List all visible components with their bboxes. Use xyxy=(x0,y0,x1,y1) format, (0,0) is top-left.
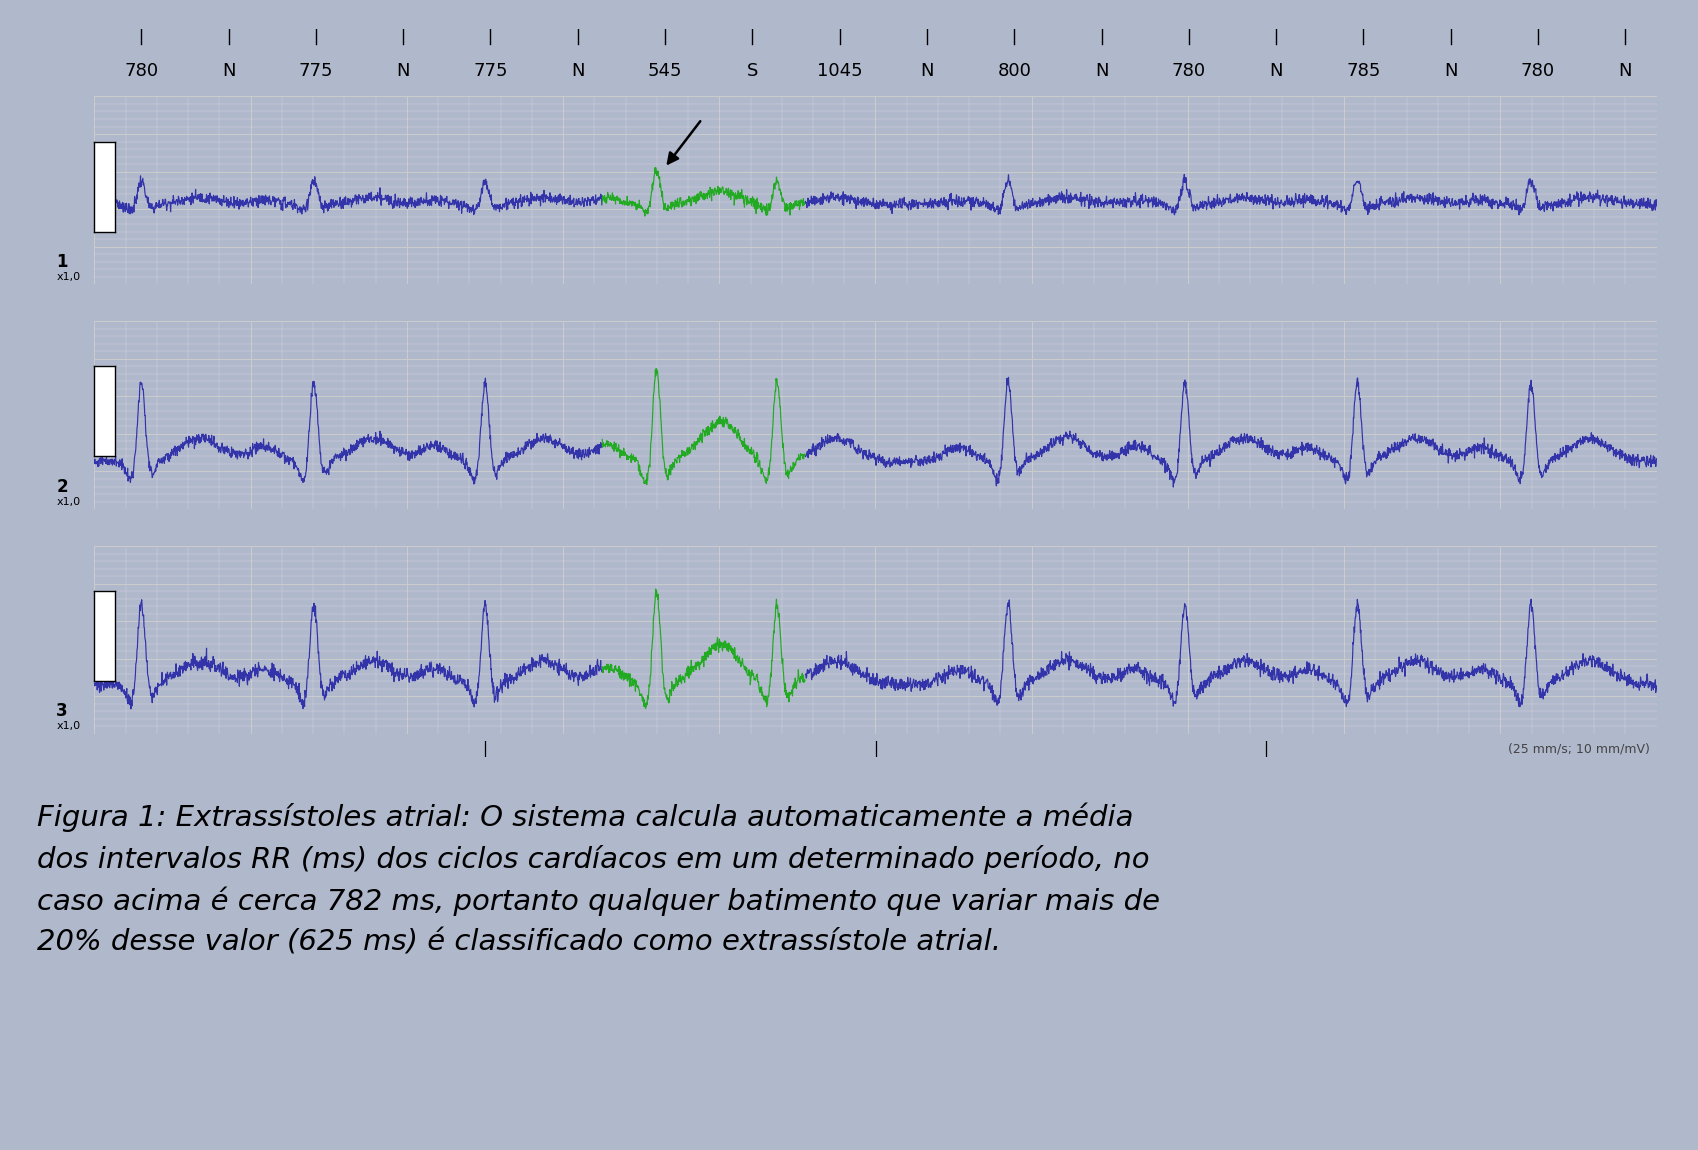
Text: N: N xyxy=(396,62,409,79)
Text: |: | xyxy=(873,742,878,758)
Text: N: N xyxy=(222,62,236,79)
Text: 775: 775 xyxy=(299,62,333,79)
Text: |: | xyxy=(1263,742,1268,758)
Text: 800: 800 xyxy=(997,62,1031,79)
Text: Figura 1: Extrassístoles atrial: O sistema calcula automaticamente a média
dos i: Figura 1: Extrassístoles atrial: O siste… xyxy=(37,803,1160,956)
Text: 780: 780 xyxy=(124,62,158,79)
Text: N: N xyxy=(1443,62,1457,79)
Text: (25 mm/s; 10 mm/mV): (25 mm/s; 10 mm/mV) xyxy=(1506,743,1649,756)
Text: 780: 780 xyxy=(1520,62,1554,79)
Text: N: N xyxy=(1618,62,1632,79)
Text: N: N xyxy=(1094,62,1107,79)
Text: 1: 1 xyxy=(56,253,68,270)
Text: 1045: 1045 xyxy=(817,62,863,79)
Text: x1,0: x1,0 xyxy=(56,497,80,506)
Text: 3: 3 xyxy=(56,703,68,720)
Text: 780: 780 xyxy=(1172,62,1206,79)
Text: 775: 775 xyxy=(474,62,508,79)
Text: N: N xyxy=(1268,62,1282,79)
Text: x1,0: x1,0 xyxy=(56,721,80,731)
Text: 545: 545 xyxy=(647,62,683,79)
Text: 2: 2 xyxy=(56,477,68,496)
Text: x1,0: x1,0 xyxy=(56,271,80,282)
Text: 785: 785 xyxy=(1345,62,1380,79)
Text: N: N xyxy=(920,62,934,79)
Text: |: | xyxy=(482,742,487,758)
Text: S: S xyxy=(745,62,757,79)
Text: N: N xyxy=(571,62,584,79)
